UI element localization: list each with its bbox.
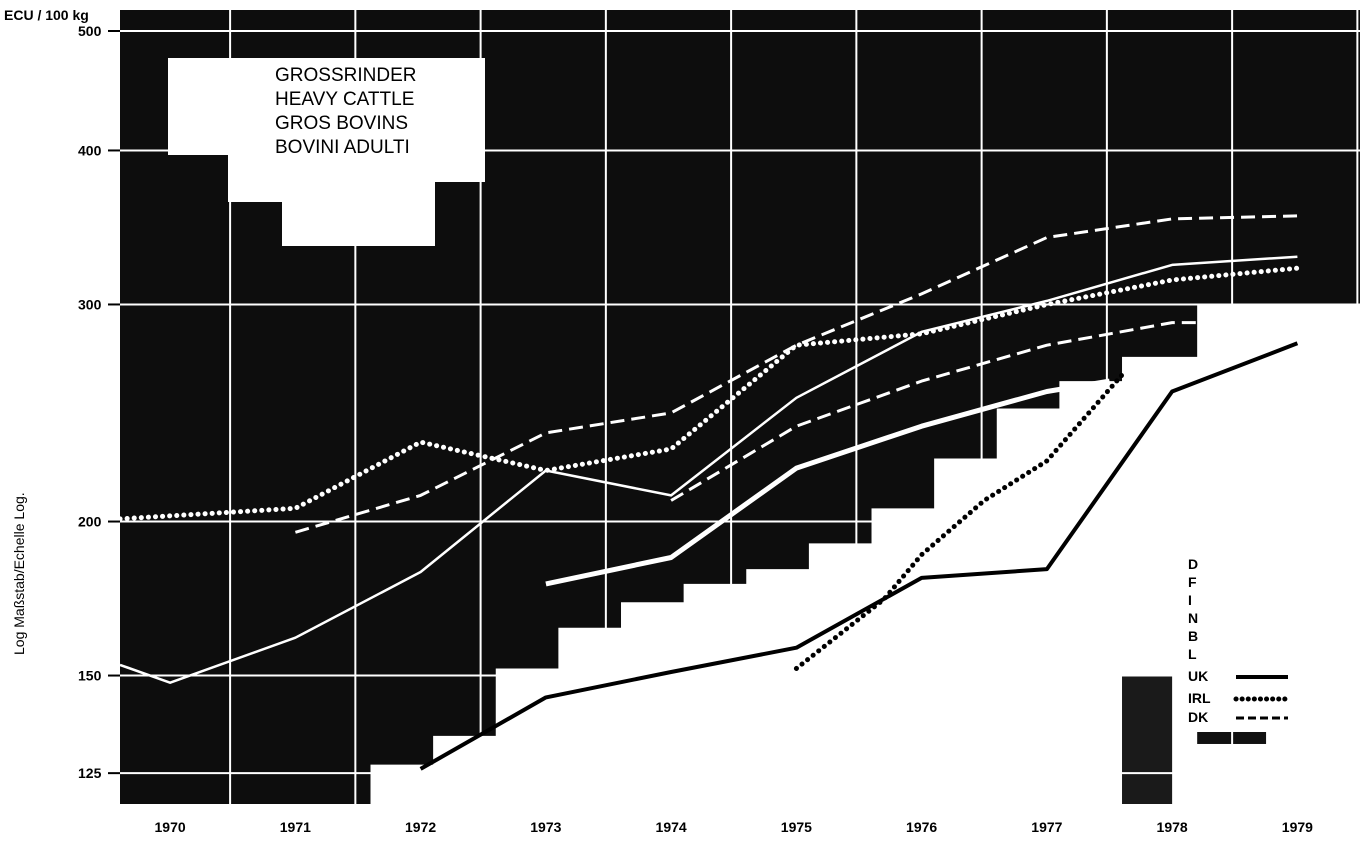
legend-label-irl: IRL	[1188, 690, 1211, 706]
title-line-it: BOVINI ADULTI	[275, 137, 410, 158]
y-tick-label-200: 200	[78, 514, 102, 530]
series-line-6	[670, 321, 1298, 502]
y-tick-label-400: 400	[78, 142, 102, 158]
y-tick-label-500: 500	[78, 23, 102, 39]
x-tick-label-1970: 1970	[155, 819, 186, 835]
y-unit-label: ECU / 100 kg	[4, 7, 89, 23]
x-tick-label-1978: 1978	[1157, 819, 1188, 835]
x-tick-label-1976: 1976	[906, 819, 937, 835]
y-tick-label-125: 125	[78, 765, 102, 781]
x-tick-label-1972: 1972	[405, 819, 436, 835]
legend-background	[1178, 552, 1308, 732]
x-tick-label-1971: 1971	[280, 819, 311, 835]
title-line-fr: GROS BOVINS	[275, 113, 408, 134]
title-box-shape	[168, 58, 485, 246]
series-line-5	[119, 255, 1298, 684]
legend: D F I N B L UK IRL DK	[1178, 552, 1308, 732]
lower-dark-block	[1122, 675, 1173, 804]
series-line-uk	[419, 341, 1299, 771]
x-tick-label-1974: 1974	[656, 819, 687, 835]
x-tick-label-1973: 1973	[530, 819, 561, 835]
legend-label-uk: UK	[1188, 668, 1208, 684]
legend-label-i: I	[1188, 592, 1192, 608]
legend-label-f: F	[1188, 574, 1197, 590]
light-region	[370, 304, 1361, 804]
title-box: GROSSRINDER HEAVY CATTLE GROS BOVINS BOV…	[168, 58, 485, 246]
y-tick-labels: 125 150 200 300 400 500	[78, 23, 120, 781]
series-layer	[117, 214, 1300, 771]
series-line-7	[545, 378, 1110, 587]
x-tick-label-1975: 1975	[781, 819, 812, 835]
title-line-en: HEAVY CATTLE	[275, 89, 414, 110]
legend-label-l: L	[1188, 646, 1197, 662]
series-line-4	[117, 265, 1300, 522]
y-tick-label-150: 150	[78, 668, 102, 684]
y-tick-label-300: 300	[78, 296, 102, 312]
title-line-de: GROSSRINDER	[275, 65, 416, 86]
x-tick-label-1979: 1979	[1282, 819, 1313, 835]
x-tick-label-1977: 1977	[1031, 819, 1062, 835]
y-axis-label: Log Maßstab/Echelle Log.	[11, 492, 27, 655]
legend-label-n: N	[1188, 610, 1198, 626]
legend-label-b: B	[1188, 628, 1198, 644]
legend-label-dk: DK	[1188, 709, 1208, 725]
series-line-dk	[294, 214, 1298, 534]
x-tick-labels: 1970 1971 1972 1973 1974 1975 1976 1977 1978 1979	[155, 819, 1314, 835]
series-line-irl	[793, 372, 1125, 671]
plot-background	[120, 10, 1361, 804]
legend-label-d: D	[1188, 556, 1198, 572]
